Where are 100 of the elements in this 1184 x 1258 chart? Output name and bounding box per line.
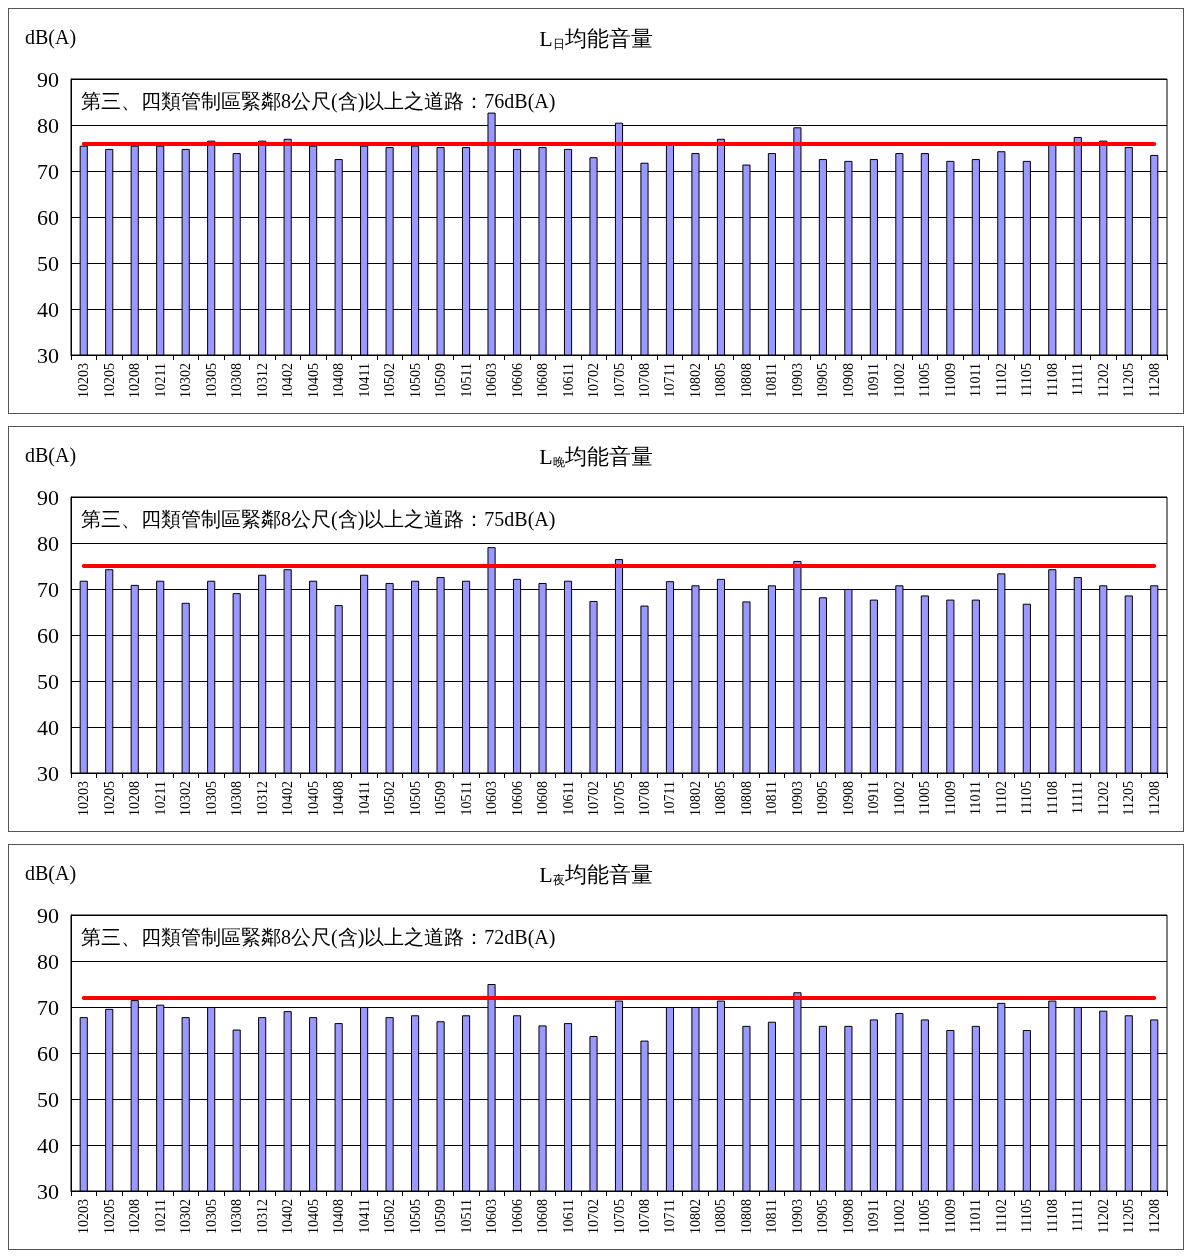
x-tick-label: 10805 [713,781,729,816]
x-tick-label: 10905 [815,1199,831,1234]
x-tick-label: 10505 [407,1199,423,1234]
x-tick-label: 11202 [1095,1199,1111,1234]
x-tick-label: 10505 [407,363,423,398]
x-tick-label: 10603 [484,363,500,398]
x-tick-label: 10402 [280,1199,296,1234]
x-tick-label: 10808 [738,1199,754,1234]
x-tick-label: 11108 [1044,363,1060,397]
x-tick-label: 10411 [356,363,372,398]
x-tick-label: 11105 [1019,1199,1035,1233]
y-axis-title: dB(A) [25,26,77,49]
x-tick-label: 10606 [509,1199,525,1234]
x-tick-label: 11208 [1146,1199,1162,1234]
x-tick-label: 10708 [636,1199,652,1234]
y-tick-label: 80 [37,948,59,974]
x-tick-label: 10711 [662,781,678,816]
y-tick-label: 80 [37,530,59,556]
x-tick-label: 10608 [535,781,551,816]
y-axis-title: dB(A) [25,862,77,885]
x-tick-label: 10208 [127,781,143,816]
x-tick-label: 10411 [356,781,372,816]
x-tick-label: 10603 [484,781,500,816]
x-tick-label: 10702 [586,1199,602,1234]
x-tick-label: 10203 [76,781,92,816]
x-tick-label: 10808 [738,363,754,398]
x-tick-label: 10211 [152,781,168,816]
x-tick-label: 10408 [331,1199,347,1234]
x-tick-label: 11102 [993,363,1009,397]
x-tick-label: 10302 [178,363,194,398]
y-tick-label: 30 [37,760,59,786]
x-tick-label: 10505 [407,781,423,816]
x-tick-label: 11202 [1095,363,1111,398]
x-tick-label: 10312 [254,1199,270,1234]
x-tick-label: 10811 [764,363,780,398]
x-tick-label: 10312 [254,781,270,816]
y-tick-label: 40 [37,296,59,322]
x-tick-label: 10606 [509,781,525,816]
x-tick-label: 10608 [535,1199,551,1234]
x-tick-label: 10805 [713,1199,729,1234]
x-tick-label: 10908 [840,781,856,816]
x-tick-label: 10405 [305,781,321,816]
x-tick-label: 10811 [764,1199,780,1234]
x-tick-label: 10408 [331,781,347,816]
x-tick-label: 10305 [203,1199,219,1234]
x-tick-label: 10905 [815,363,831,398]
x-tick-label: 11208 [1146,363,1162,398]
x-tick-label: 10502 [382,1199,398,1234]
x-tick-label: 10408 [331,363,347,398]
x-tick-label: 11011 [968,781,984,815]
x-tick-label: 10911 [866,363,882,398]
x-tick-label: 10208 [127,1199,143,1234]
x-tick-label: 10705 [611,1199,627,1234]
x-tick-label: 11111 [1070,1199,1086,1232]
x-tick-label: 10509 [433,1199,449,1234]
y-tick-label: 40 [37,714,59,740]
x-tick-label: 10811 [764,781,780,816]
x-tick-label: 10708 [636,363,652,398]
x-tick-label: 10308 [229,781,245,816]
x-tick-label: 11002 [891,1199,907,1234]
x-tick-label: 10302 [178,781,194,816]
x-tick-label: 11111 [1070,363,1086,396]
y-tick-label: 50 [37,250,59,276]
x-tick-label: 11111 [1070,781,1086,814]
x-tick-label: 10302 [178,1199,194,1234]
y-tick-label: 50 [37,1086,59,1112]
x-tick-label: 10509 [433,363,449,398]
x-tick-label: 10911 [866,1199,882,1234]
x-tick-label: 10502 [382,781,398,816]
x-tick-label: 10205 [101,363,117,398]
x-tick-label: 11011 [968,1199,984,1233]
y-tick-label: 70 [37,158,59,184]
x-tick-label: 10405 [305,363,321,398]
x-tick-label: 10911 [866,781,882,816]
x-tick-label: 10802 [687,1199,703,1234]
y-tick-label: 90 [37,484,59,510]
x-tick-label: 10802 [687,363,703,398]
x-tick-label: 10511 [458,363,474,398]
x-tick-label: 10502 [382,363,398,398]
x-tick-label: 10203 [76,363,92,398]
y-tick-label: 60 [37,622,59,648]
x-tick-label: 11002 [891,363,907,398]
x-tick-label: 10702 [586,781,602,816]
x-tick-label: 10705 [611,363,627,398]
x-tick-label: 10211 [152,1199,168,1234]
x-tick-label: 11108 [1044,781,1060,815]
x-tick-label: 10402 [280,363,296,398]
ref-line-label: 第三、四類管制區緊鄰8公尺(含)以上之道路：75dB(A) [81,508,556,532]
x-tick-label: 10205 [101,1199,117,1234]
x-tick-label: 11208 [1146,781,1162,816]
y-tick-label: 90 [37,66,59,92]
x-tick-label: 10308 [229,1199,245,1234]
x-tick-label: 10611 [560,363,576,398]
x-tick-label: 10312 [254,363,270,398]
x-tick-label: 10205 [101,781,117,816]
x-tick-label: 10908 [840,363,856,398]
x-tick-label: 10708 [636,781,652,816]
y-axis-title: dB(A) [25,444,77,467]
x-tick-label: 10711 [662,363,678,398]
x-tick-label: 11105 [1019,363,1035,397]
